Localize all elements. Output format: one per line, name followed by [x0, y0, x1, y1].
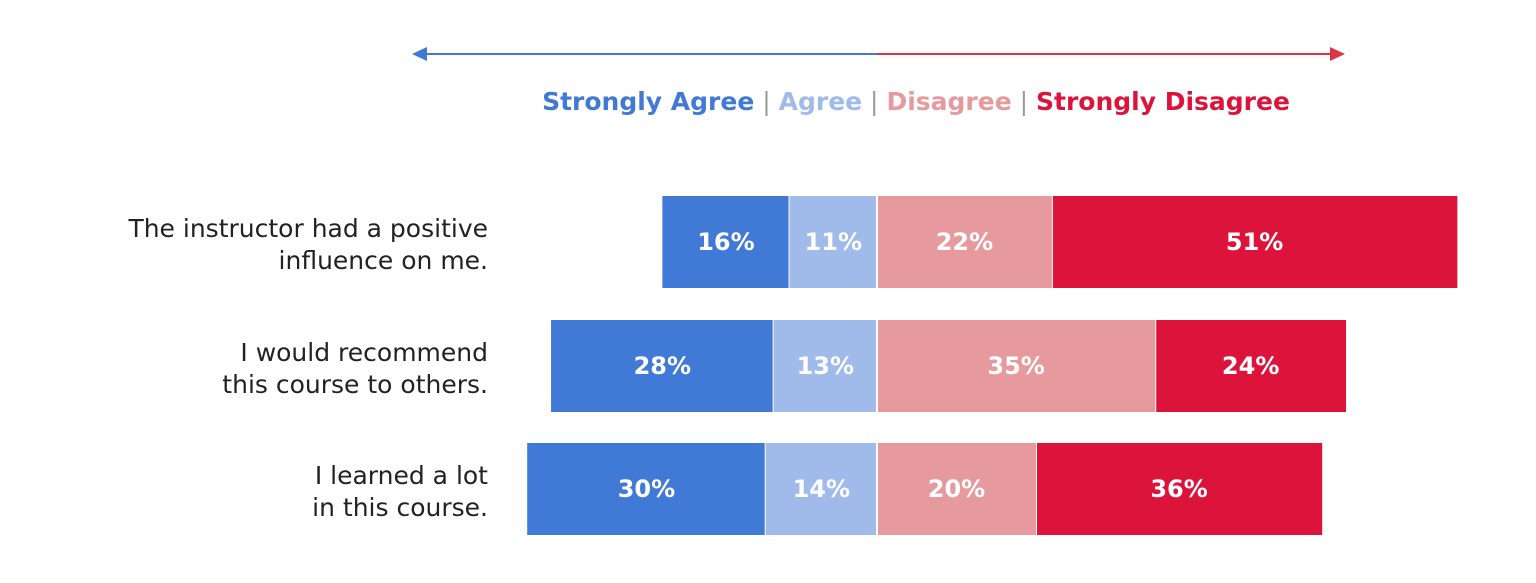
bar-segment — [527, 443, 765, 535]
data-label: 35% — [987, 352, 1044, 380]
legend-item-agree: Agree — [779, 87, 862, 116]
direction-arrows — [412, 47, 1345, 61]
legend-separator: | — [862, 87, 886, 116]
data-label: 20% — [928, 475, 985, 503]
category-label: I learned a lot in this course. — [312, 461, 488, 522]
category-label-line: The instructor had a positive — [127, 214, 488, 243]
category-label-line: influence on me. — [279, 246, 488, 275]
bar-segment — [765, 443, 876, 535]
bar-segment — [1156, 320, 1347, 412]
legend-item-strongly-disagree: Strongly Disagree — [1036, 87, 1290, 116]
data-label: 51% — [1226, 228, 1283, 256]
arrow-left-head — [412, 47, 427, 61]
bar-segment — [878, 196, 1052, 288]
bar-segment — [551, 320, 773, 412]
category-label-line: this course to others. — [222, 370, 488, 399]
value-labels: 11% 16% 22% 51% 13% 28% 35% 24% 14% 30% 20% 36% — [618, 228, 1284, 503]
bars — [527, 196, 1458, 535]
data-label: 13% — [797, 352, 854, 380]
bar-segment — [773, 320, 876, 412]
arrow-right-head — [1330, 47, 1345, 61]
legend-item-disagree: Disagree — [886, 87, 1011, 116]
category-label-line: I learned a lot — [315, 461, 488, 490]
data-label: 24% — [1222, 352, 1279, 380]
bar-segment — [662, 196, 789, 288]
legend-separator: | — [1012, 87, 1036, 116]
data-label: 30% — [618, 475, 675, 503]
data-label: 11% — [805, 228, 862, 256]
legend: Strongly Agree | Agree | Disagree | Stro… — [542, 87, 1290, 116]
category-label-line: I would recommend — [240, 338, 488, 367]
legend-text: Strongly Agree | Agree | Disagree | Stro… — [542, 87, 1290, 116]
data-label: 22% — [936, 228, 993, 256]
bar-segment — [789, 196, 876, 288]
category-label: The instructor had a positive influence o… — [127, 214, 488, 275]
bar-segment — [878, 320, 1156, 412]
data-label: 36% — [1150, 475, 1207, 503]
data-label: 16% — [697, 228, 754, 256]
legend-item-strongly-agree: Strongly Agree — [542, 87, 754, 116]
bar-segment — [1037, 443, 1323, 535]
data-label: 14% — [793, 475, 850, 503]
category-label-line: in this course. — [312, 493, 488, 522]
bar-segment — [878, 443, 1036, 535]
data-label: 28% — [634, 352, 691, 380]
category-labels: The instructor had a positive influence o… — [127, 214, 488, 522]
legend-separator: | — [754, 87, 778, 116]
bar-segment — [1052, 196, 1458, 288]
category-label: I would recommend this course to others. — [222, 338, 488, 399]
